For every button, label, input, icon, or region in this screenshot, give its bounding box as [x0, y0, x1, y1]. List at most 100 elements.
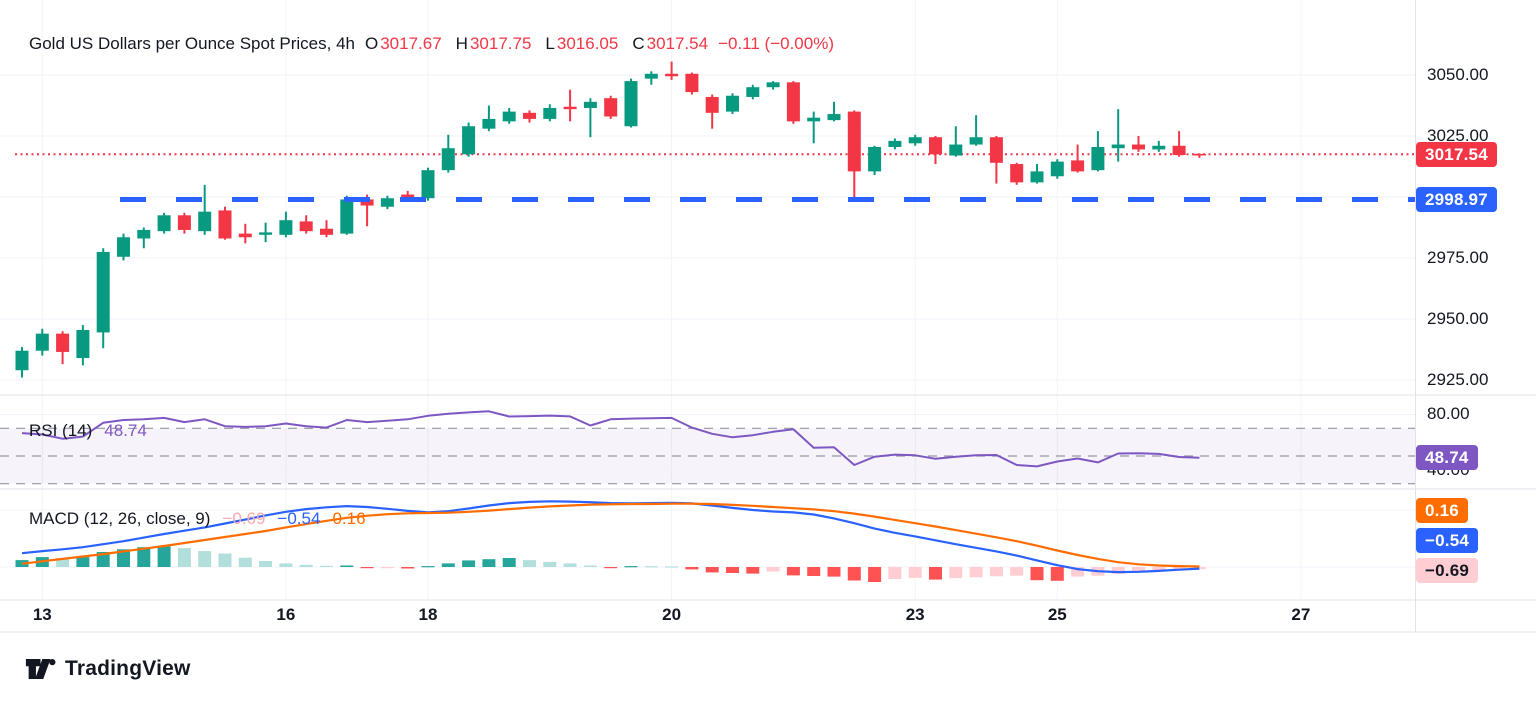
macd-histogram-bar: [583, 565, 597, 567]
candle-up: [76, 329, 90, 359]
macd-histogram-bar: [401, 567, 415, 569]
rsi-value-badge: 48.74: [1416, 445, 1478, 471]
candle-up: [1050, 161, 1064, 177]
candle-down: [401, 194, 415, 199]
symbol-title[interactable]: Gold US Dollars per Ounce Spot Prices, 4…: [29, 34, 355, 53]
candle-down: [563, 106, 577, 110]
macd-histogram-bar: [117, 549, 130, 567]
macd-histogram-bar: [604, 567, 618, 569]
change-value: −0.11 (−0.00%): [718, 34, 834, 53]
price-axis-label: 2950.00: [1427, 309, 1489, 328]
macd-histogram-bar: [340, 565, 354, 567]
macd-histogram-bar: [238, 557, 252, 567]
macd-histogram-badge: −0.69: [1416, 557, 1479, 583]
candle-up: [908, 137, 922, 144]
candle-down: [1192, 153, 1206, 156]
rsi-label[interactable]: RSI (14): [29, 421, 93, 440]
macd-histogram-bar: [847, 567, 861, 581]
candle-down: [705, 96, 719, 113]
candle-up: [96, 251, 110, 333]
candle-up: [462, 126, 476, 155]
macd-signal-badge: 0.16: [1416, 497, 1468, 523]
macd-status-value: −0.54: [277, 509, 321, 528]
time-axis-label: 18: [418, 605, 438, 624]
candle-up: [421, 170, 435, 199]
ohlc-values: O 3017.67 H 3017.75 L 3016.05 C 3017.54: [365, 34, 708, 54]
candle-up: [259, 232, 273, 235]
candle-up: [583, 101, 597, 108]
macd-histogram-bar: [198, 551, 212, 567]
macd-histogram-bar: [157, 546, 171, 567]
candle-up: [726, 95, 739, 112]
macd-label[interactable]: MACD (12, 26, close, 9): [29, 509, 211, 528]
macd-status-value: 0.16: [332, 509, 366, 528]
macd-histogram-bar: [989, 567, 1003, 577]
price-axis-label: 2925.00: [1427, 370, 1489, 389]
candle-up: [949, 144, 963, 156]
candle-down: [1010, 164, 1024, 183]
rsi-line: [21, 410, 1200, 468]
macd-histogram-bar: [746, 567, 760, 574]
candle-up: [888, 140, 902, 147]
macd-histogram-bar: [523, 560, 536, 567]
candle-up: [198, 211, 212, 232]
candle-up: [746, 87, 760, 97]
price-axis-label: 3025.00: [1427, 126, 1489, 145]
candle-up: [157, 215, 171, 232]
macd-histogram-bar: [380, 567, 394, 569]
time-axis-label: 13: [32, 605, 52, 624]
macd-histogram-bar: [624, 566, 638, 568]
candle-down: [847, 111, 861, 172]
candle-up: [340, 199, 354, 234]
candle-down: [238, 233, 252, 238]
macd-histogram-bar: [320, 565, 333, 567]
macd-histogram-bar: [177, 548, 191, 567]
macd-histogram-bar: [949, 567, 963, 579]
candle-up: [1152, 145, 1166, 150]
candle-up: [502, 111, 516, 122]
candle-down: [929, 137, 942, 155]
macd-histogram-bar: [766, 567, 780, 572]
macd-histogram-bar: [868, 567, 882, 582]
macd-histogram-bar: [563, 563, 577, 567]
price-axis[interactable]: 3050.00 3025.00 2975.00 2950.00 2925.00 80.00…: [1416, 0, 1536, 632]
macd-histogram-bar: [969, 567, 983, 578]
time-axis-label: 25: [1047, 605, 1067, 624]
candle-down: [685, 73, 699, 93]
candle-up: [969, 137, 983, 145]
macd-histogram-bar: [218, 553, 232, 567]
candle-down: [989, 137, 1003, 163]
macd-histogram-bar: [1030, 567, 1044, 581]
time-axis-label: 23: [905, 605, 925, 624]
macd-histogram-bar: [482, 559, 496, 567]
macd-histogram-bar: [1152, 567, 1166, 571]
rsi-axis-label: 80.00: [1427, 404, 1470, 424]
macd-line: [21, 500, 1200, 574]
macd-histogram-bar: [441, 563, 455, 567]
tradingview-logo-icon: [25, 658, 56, 680]
macd-histogram-bar: [705, 567, 719, 573]
candle-up: [1030, 171, 1044, 183]
ohlc-item: H 3017.75: [455, 34, 532, 53]
candle-up: [380, 198, 394, 207]
macd-histogram-bar: [665, 566, 679, 568]
time-axis[interactable]: 13 16 18 20 23 25 27: [0, 600, 1416, 632]
macd-histogram-bar: [1010, 567, 1024, 576]
macd-histogram-bar: [726, 567, 739, 573]
ohlc-item: O 3017.67: [364, 34, 442, 53]
price-axis-label: 3050.00: [1427, 65, 1489, 84]
candle-down: [1071, 160, 1085, 172]
time-axis-label: 16: [276, 605, 296, 624]
time-axis-label: 27: [1291, 605, 1311, 624]
price-axis-label: 2975.00: [1427, 248, 1489, 267]
candle-down: [56, 333, 70, 352]
tradingview-logo[interactable]: TradingView: [25, 655, 191, 683]
candle-up: [482, 118, 496, 129]
rsi-value: 48.74: [104, 421, 147, 440]
ohlc-item: C 3017.54: [632, 34, 709, 53]
macd-histogram-bar: [908, 567, 922, 578]
macd-histogram-bar: [96, 552, 110, 567]
candle-down: [1172, 145, 1186, 156]
